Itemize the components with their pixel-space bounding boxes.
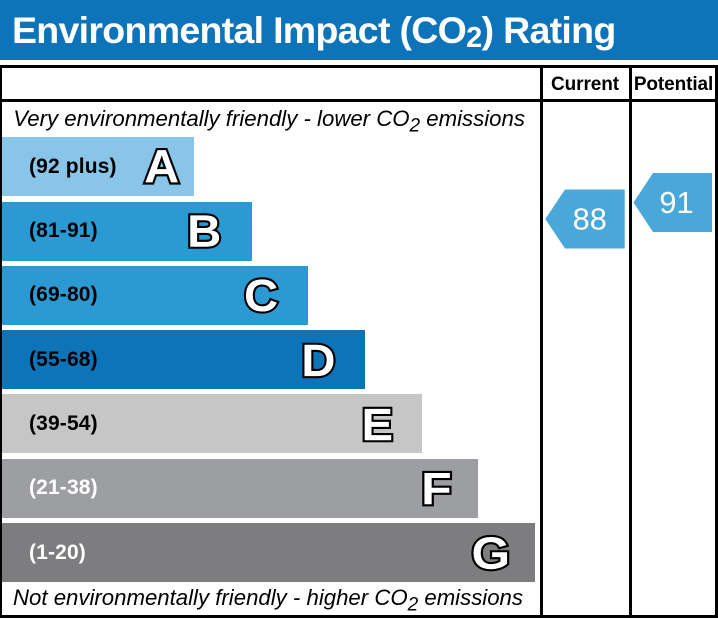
svg-text:91: 91 <box>659 185 693 220</box>
svg-text:88: 88 <box>573 202 607 237</box>
